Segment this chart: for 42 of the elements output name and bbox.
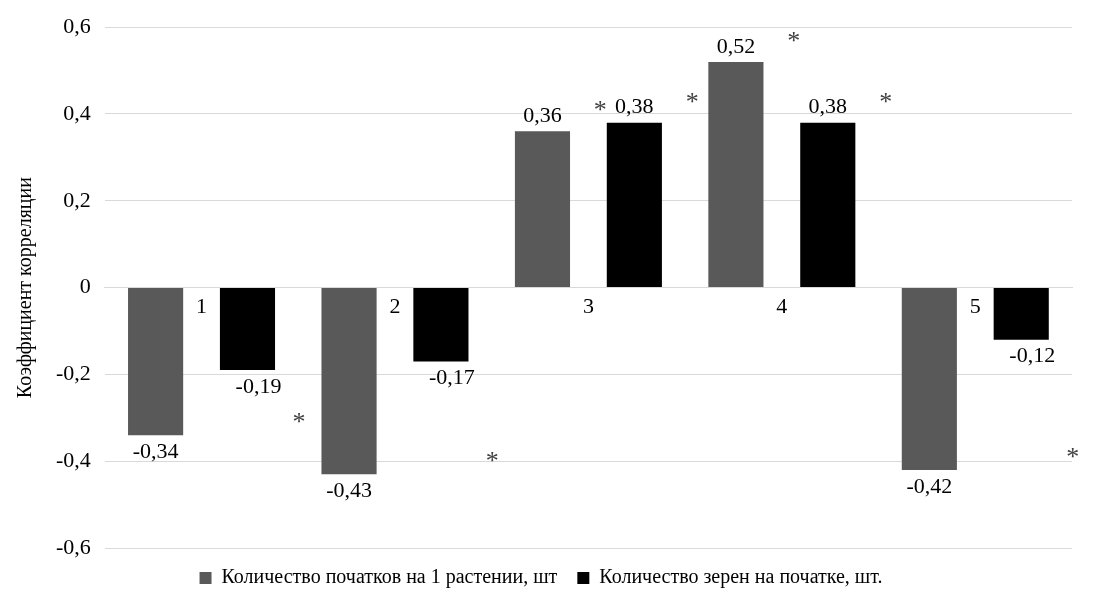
data-label: 0,38 xyxy=(808,93,848,119)
legend-label: Количество початков на 1 растении, шт xyxy=(221,565,558,589)
data-label: -0,12 xyxy=(1009,342,1056,368)
annotation: * xyxy=(485,446,499,476)
annotation: * xyxy=(685,86,699,116)
annotation: * xyxy=(593,95,607,125)
x-tick-label: 1 xyxy=(196,292,208,318)
y-tick-label: -0,4 xyxy=(56,446,91,472)
x-tick-label: 2 xyxy=(389,292,401,318)
data-label: -0,42 xyxy=(906,472,953,498)
y-axis-title: Коэффициент корреляции xyxy=(13,176,37,399)
bar xyxy=(606,122,662,288)
bar xyxy=(321,288,377,475)
bar xyxy=(413,288,469,362)
bar xyxy=(993,288,1049,340)
data-label: -0,19 xyxy=(235,372,282,398)
data-label: 0,38 xyxy=(615,93,654,119)
bar xyxy=(219,288,276,371)
y-tick-label: -0,2 xyxy=(56,360,91,386)
legend-label: Количество зерен на початке, шт. xyxy=(599,565,883,589)
bar xyxy=(128,288,184,436)
data-label: -0,43 xyxy=(326,477,372,502)
y-tick-label: 0 xyxy=(79,273,91,299)
x-tick-label: 3 xyxy=(582,292,594,318)
y-tick-label: -0,6 xyxy=(56,533,91,559)
annotation: * xyxy=(292,406,306,436)
annotation: * xyxy=(787,25,801,55)
bar xyxy=(800,122,856,288)
bar xyxy=(901,288,957,470)
y-tick-label: 0,6 xyxy=(63,12,91,38)
data-label: -0,34 xyxy=(132,437,179,463)
y-tick-label: 0,2 xyxy=(63,186,91,212)
x-tick-label: 4 xyxy=(776,292,788,318)
data-label: -0,17 xyxy=(429,364,475,390)
annotation: * xyxy=(879,86,893,116)
y-tick-label: 0,4 xyxy=(63,99,91,125)
annotation: * xyxy=(1066,441,1080,471)
data-label: 0,52 xyxy=(716,32,756,58)
data-label: 0,36 xyxy=(523,102,562,128)
bar xyxy=(514,131,571,288)
bar xyxy=(708,61,764,288)
x-tick-label: 5 xyxy=(969,292,981,318)
